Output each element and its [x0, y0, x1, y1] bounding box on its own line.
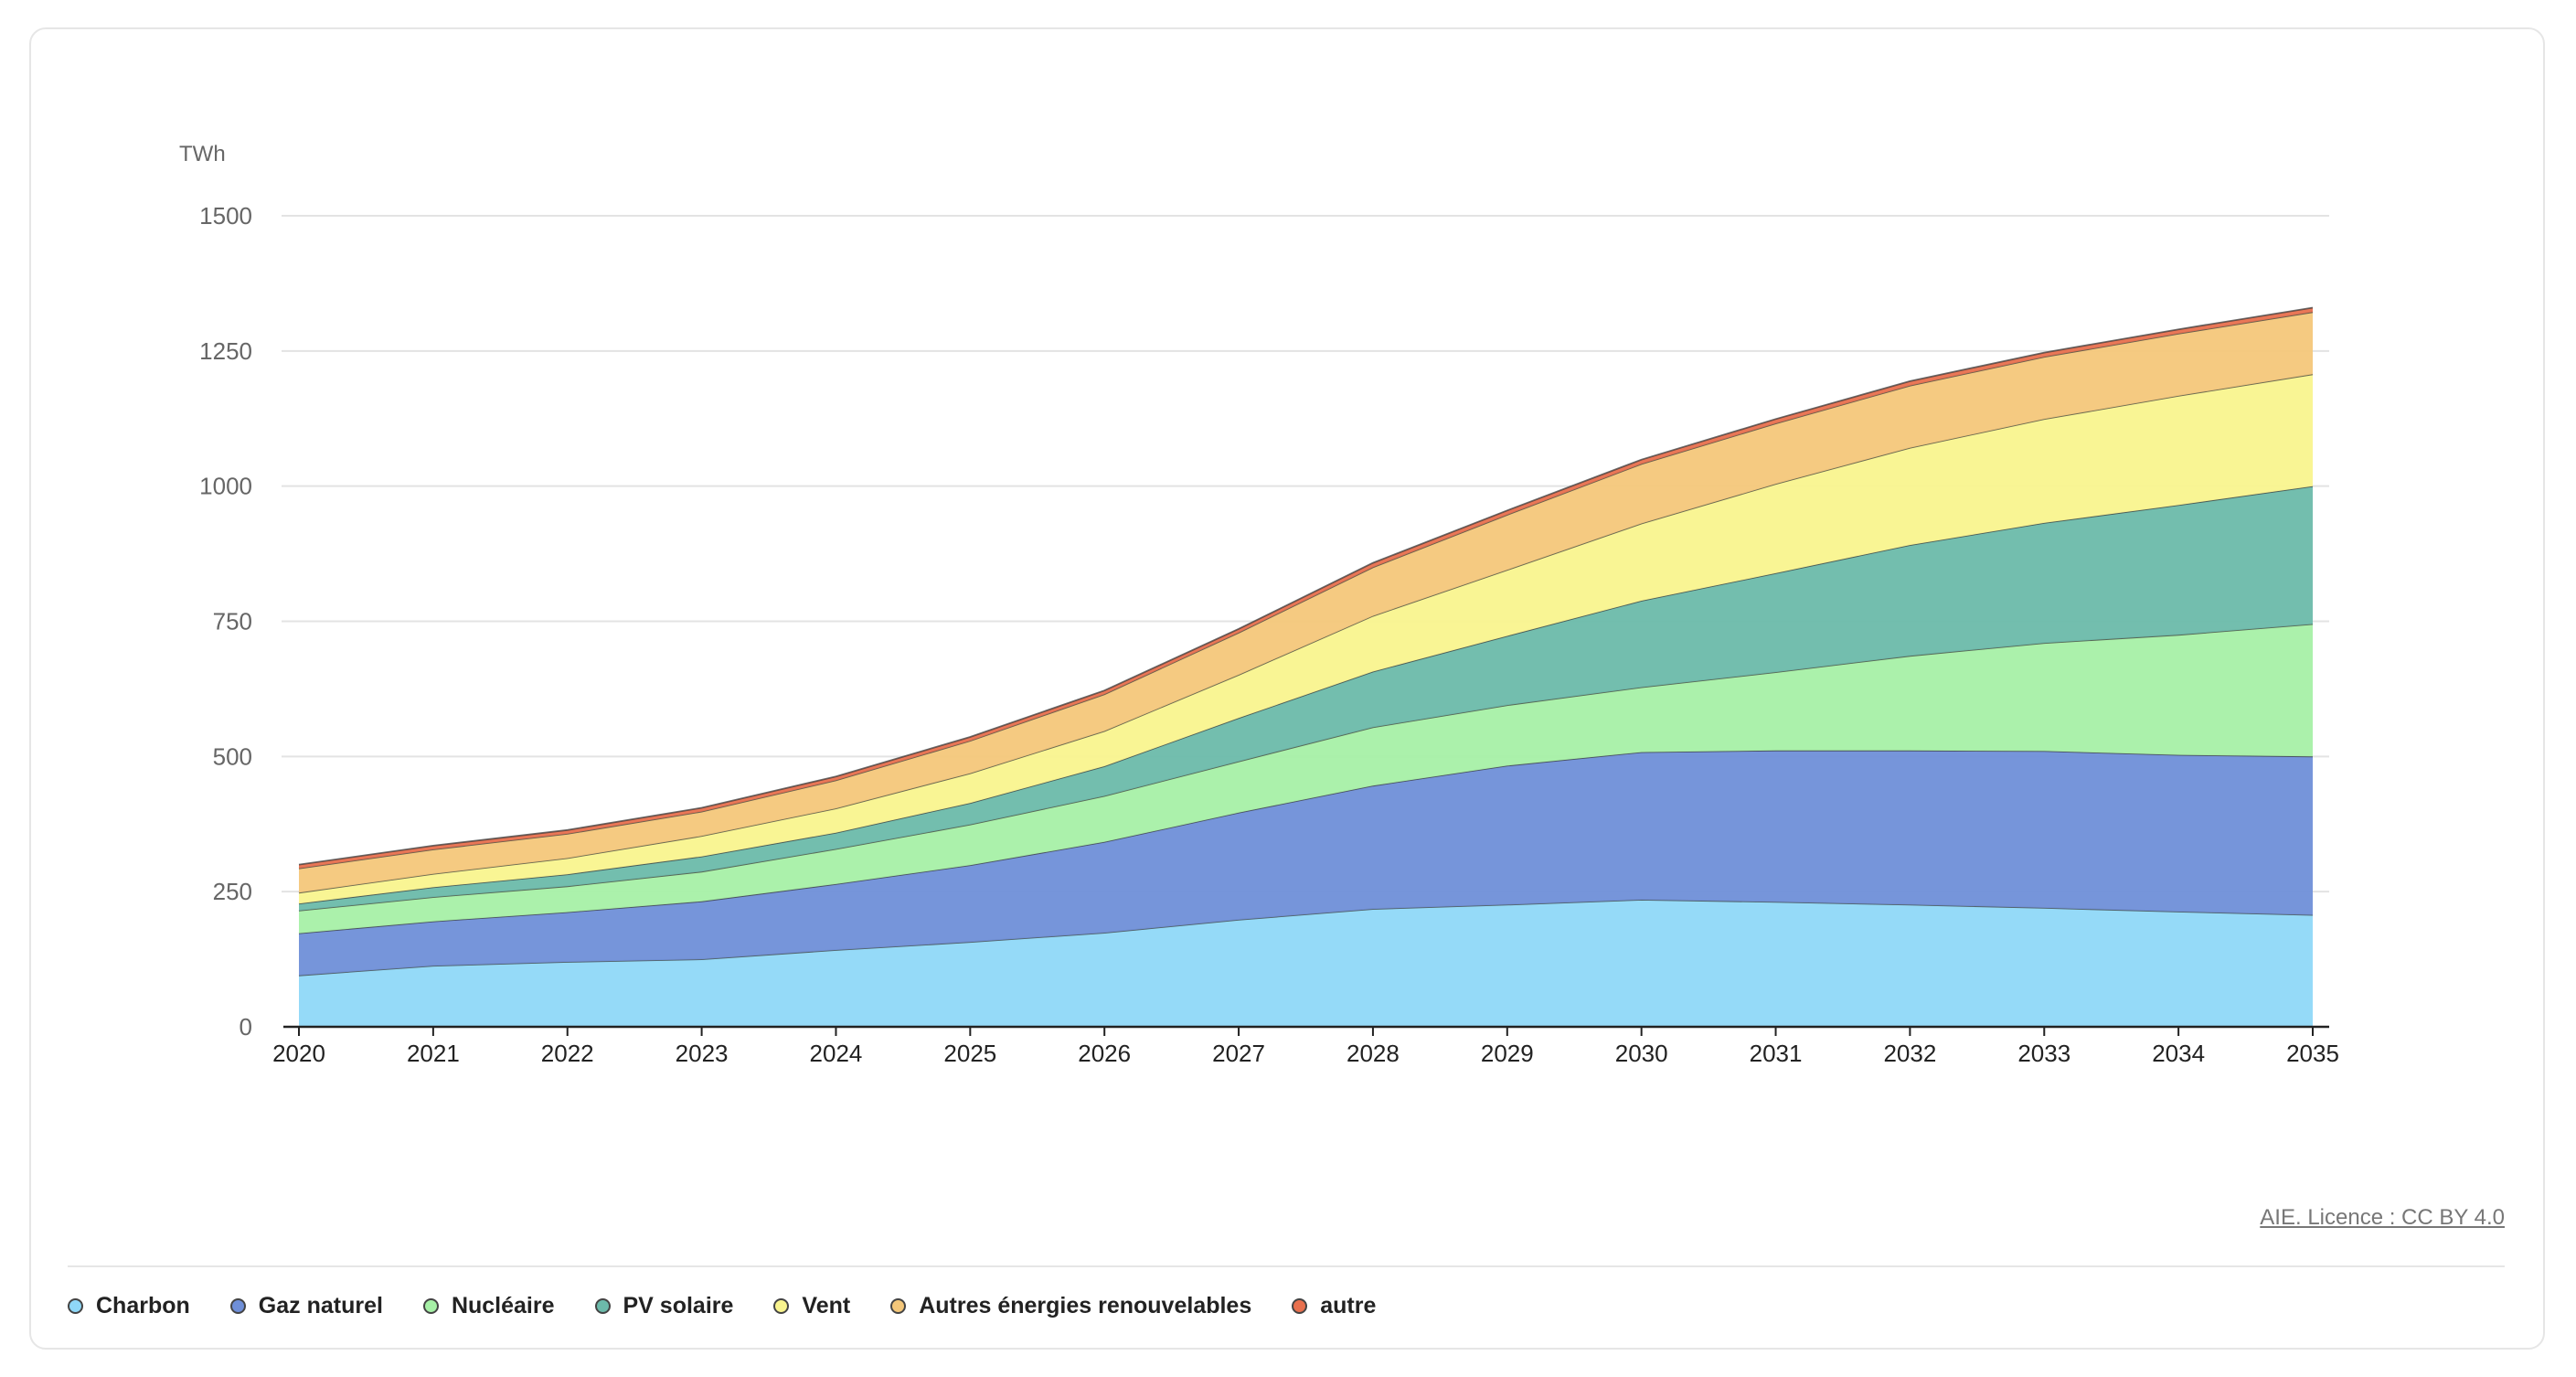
legend-divider: [68, 1265, 2505, 1267]
legend-item-gaz-naturel[interactable]: Gaz naturel: [229, 1293, 383, 1319]
legend: Charbon Gaz naturel Nucléaire PV solaire Ven…: [68, 1293, 1376, 1319]
y-tick-label: 0: [240, 1013, 252, 1041]
legend-item-nucleaire[interactable]: Nucléaire: [422, 1293, 555, 1319]
legend-item-autre[interactable]: autre: [1292, 1293, 1376, 1319]
legend-swatch: [1292, 1298, 1308, 1314]
x-tick-label: 2025: [943, 1040, 996, 1067]
legend-swatch: [422, 1298, 439, 1314]
legend-label: Nucléaire: [451, 1293, 555, 1318]
legend-label: Autres énergies renouvelables: [919, 1293, 1252, 1318]
area-pv-solaire[interactable]: [299, 486, 2313, 911]
legend-label: Vent: [802, 1293, 851, 1318]
y-tick-label: 750: [213, 608, 252, 635]
x-tick-label: 2028: [1347, 1040, 1400, 1067]
legend-label: Charbon: [96, 1293, 190, 1318]
area-gaz-naturel[interactable]: [299, 750, 2313, 976]
area-edge-pv-solaire: [298, 485, 2314, 905]
x-tick-label: 2020: [272, 1040, 325, 1067]
x-tick-label: 2022: [541, 1040, 594, 1067]
legend-item-charbon[interactable]: Charbon: [68, 1293, 190, 1319]
y-tick-label: 1000: [199, 473, 252, 500]
x-tick-label: 2021: [407, 1040, 460, 1067]
legend-swatch: [773, 1298, 790, 1314]
area-nucleaire[interactable]: [299, 624, 2313, 934]
legend-swatch: [890, 1298, 907, 1314]
x-tick-label: 2032: [1883, 1040, 1936, 1067]
legend-item-vent[interactable]: Vent: [773, 1293, 850, 1319]
axes: 0 250 500 750 1000 1250 1500 2020 2021 2022 2023 20…: [199, 202, 2339, 1067]
x-tick-label: 2033: [2017, 1040, 2070, 1067]
x-tick-label: 2023: [676, 1040, 729, 1067]
legend-label: autre: [1320, 1293, 1377, 1318]
y-tick-label: 1250: [199, 337, 252, 365]
legend-swatch: [594, 1298, 611, 1314]
legend-item-autres-energies-renouvelables[interactable]: Autres énergies renouvelables: [890, 1293, 1251, 1319]
x-tick-label: 2027: [1212, 1040, 1265, 1067]
x-tick-label: 2031: [1750, 1040, 1803, 1067]
legend-label: Gaz naturel: [258, 1293, 383, 1318]
legend-swatch: [68, 1298, 83, 1314]
y-axis-unit-label: TWh: [179, 142, 226, 166]
area-vent[interactable]: [299, 374, 2313, 904]
legend-label: PV solaire: [623, 1293, 734, 1318]
x-tick-label: 2034: [2152, 1040, 2205, 1067]
x-tick-label: 2029: [1481, 1040, 1534, 1067]
area-autres-energies-renouvelables[interactable]: [299, 312, 2313, 893]
y-tick-label: 250: [213, 878, 252, 905]
legend-swatch: [229, 1298, 246, 1314]
stacked-area-chart: 0 250 500 750 1000 1250 1500 2020 2021 2022 2023 20…: [179, 142, 2339, 1067]
x-tick-label: 2026: [1078, 1040, 1131, 1067]
y-tick-label: 500: [213, 742, 252, 770]
area-charbon[interactable]: [299, 900, 2313, 1027]
legend-item-pv-solaire[interactable]: PV solaire: [594, 1293, 734, 1319]
x-tick-label: 2035: [2286, 1040, 2339, 1067]
area-edge-autre: [298, 306, 2314, 866]
x-tick-label: 2024: [810, 1040, 863, 1067]
area-series: [298, 306, 2314, 1027]
y-tick-label: 1500: [199, 202, 252, 230]
source-link[interactable]: AIE. Licence : CC BY 4.0: [2260, 1205, 2505, 1230]
x-tick-label: 2030: [1615, 1040, 1668, 1067]
